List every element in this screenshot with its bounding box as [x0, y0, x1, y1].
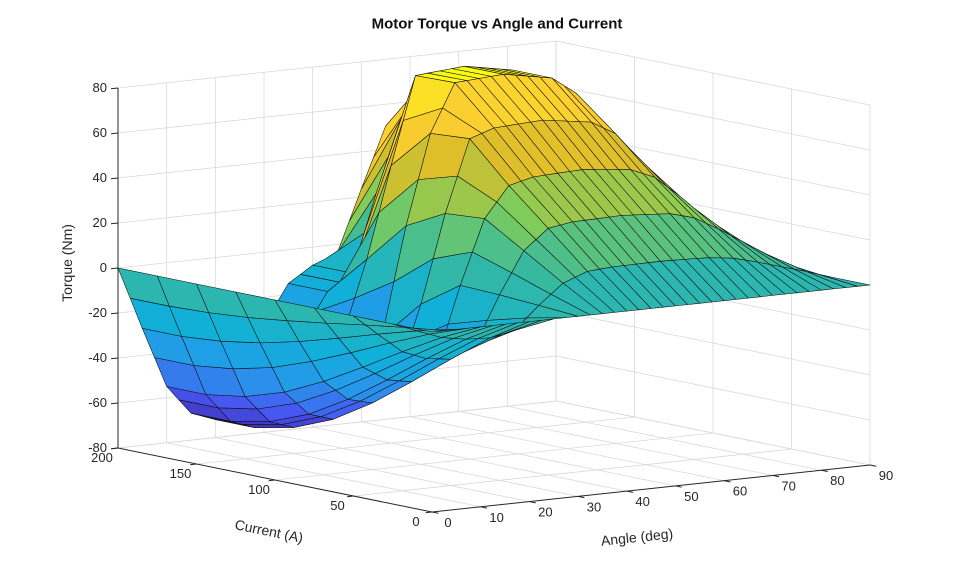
z-tick-mark	[110, 132, 119, 135]
floor-grid-line	[196, 416, 635, 465]
x-tick-label: 80	[830, 473, 844, 488]
right-wall-grid-line	[555, 40, 871, 106]
x-tick-label: 30	[587, 499, 601, 514]
y-tick-mark	[347, 495, 354, 498]
z-axis-label: Torque (Nm)	[59, 224, 75, 302]
z-tick-mark	[110, 177, 119, 180]
x-tick-label: 70	[781, 478, 795, 493]
x-tick-label: 0	[444, 515, 451, 530]
x-tick-label: 20	[538, 505, 552, 520]
right-wall-grid-line	[555, 85, 871, 151]
z-tick-mark	[110, 87, 119, 90]
y-tick-label: 150	[170, 466, 192, 481]
y-tick-label: 50	[330, 498, 344, 513]
z-tick-mark	[110, 267, 119, 270]
back-wall-grid-line	[117, 400, 557, 449]
tick-labels: 0 10 20 30 40 50 60 70 80 90050100150200-80-60-40…	[88, 80, 893, 530]
x-tick-mark	[480, 506, 488, 509]
z-tick-label: -40	[88, 350, 107, 365]
z-tick-label: -60	[88, 395, 107, 410]
floor-grid-line	[274, 432, 714, 481]
x-tick-mark	[577, 495, 585, 499]
x-tick-mark	[723, 480, 731, 483]
z-tick-label: 20	[93, 215, 107, 230]
surface-quad	[392, 323, 445, 333]
z-tick-label: 60	[93, 125, 107, 140]
y-tick-label: 200	[91, 450, 113, 465]
y-tick-mark	[268, 479, 276, 482]
x-tick-mark	[821, 469, 828, 473]
x-tick-mark	[675, 485, 682, 488]
z-tick-label: 80	[93, 80, 107, 95]
x-tick-label: 50	[684, 489, 698, 504]
x-axis-line	[431, 464, 871, 513]
x-tick-mark	[772, 474, 780, 478]
surface-mesh	[117, 66, 871, 428]
floor-grid-line	[353, 448, 792, 497]
right-wall-grid-line	[555, 310, 871, 376]
x-tick-label: 90	[879, 468, 893, 483]
x-tick-mark	[431, 511, 439, 514]
y-tick-mark	[425, 511, 433, 514]
x-tick-label: 10	[489, 510, 503, 525]
back-wall-grid-line	[117, 40, 557, 89]
x-tick-label: 60	[733, 484, 747, 499]
z-tick-mark	[110, 402, 119, 405]
x-tick-mark	[626, 490, 634, 493]
z-tick-label: 40	[93, 170, 107, 185]
right-wall-grid-line	[555, 400, 871, 466]
z-tick-mark	[110, 312, 119, 315]
x-tick-mark	[869, 464, 877, 467]
y-tick-label: 0	[412, 514, 419, 529]
z-tick-label: -80	[88, 440, 107, 455]
y-tick-label: 100	[248, 482, 270, 497]
z-tick-label: 0	[100, 260, 107, 275]
tick-marks	[110, 87, 877, 514]
z-tick-mark	[110, 357, 119, 360]
y-tick-mark	[190, 463, 197, 466]
z-tick-mark	[110, 222, 119, 225]
right-wall-grid-line	[555, 355, 871, 421]
z-tick-mark	[110, 447, 119, 450]
x-tick-label: 40	[635, 494, 649, 509]
x-tick-mark	[529, 501, 536, 504]
plot-title: Motor Torque vs Angle and Current	[371, 15, 623, 33]
z-tick-label: -20	[88, 305, 107, 320]
